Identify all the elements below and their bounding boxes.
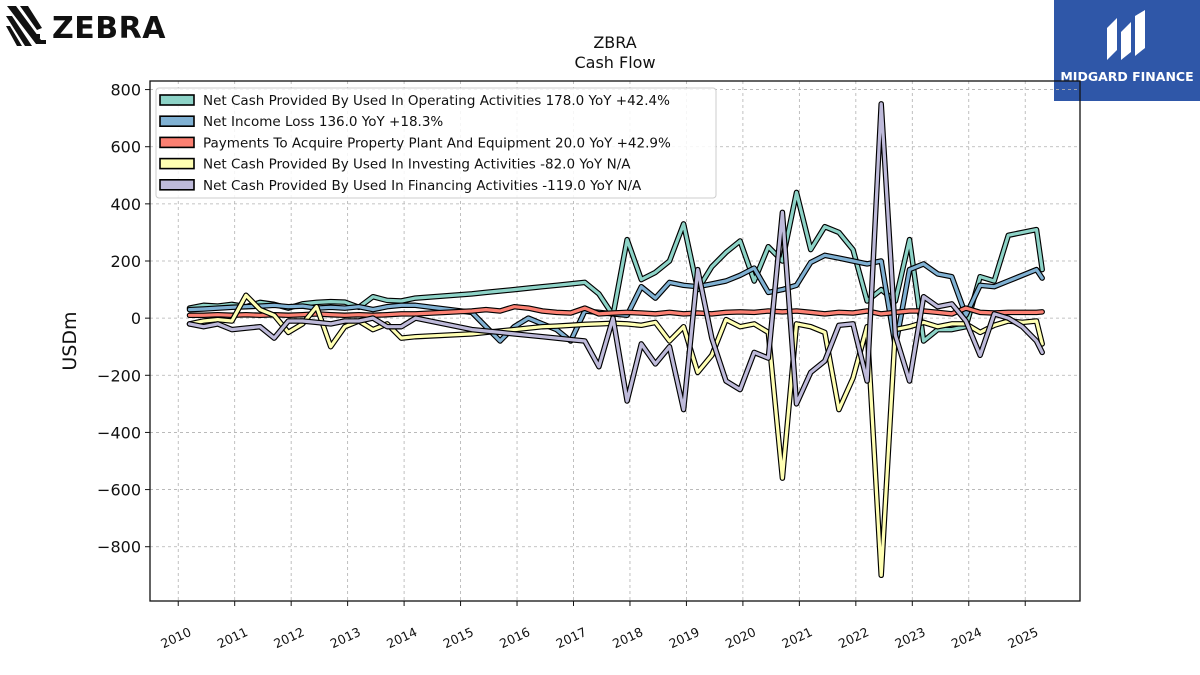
x-tick-label: 2019	[667, 624, 702, 651]
series-4	[186, 292, 1045, 579]
plot-frame	[149, 80, 1081, 602]
x-tick-label: 2023	[892, 624, 927, 651]
company-logo: ZEBRA	[4, 4, 165, 52]
y-tick-label: −600	[97, 481, 141, 500]
y-tick-label: 800	[110, 81, 141, 100]
x-tick-label: 2012	[271, 624, 306, 651]
legend: Net Cash Provided By Used In Operating A…	[155, 87, 717, 199]
y-tick-label: 200	[110, 252, 141, 271]
legend-label: Net Income Loss 136.0 YoY +18.3%	[203, 114, 443, 130]
x-axis: 2010 2011 2012 2013 2014 2015 2016 2017 2018 2019…	[158, 601, 1040, 651]
chart-title: ZBRA	[593, 33, 636, 52]
x-tick-label: 2013	[328, 624, 363, 651]
x-tick-label: 2014	[384, 624, 419, 651]
series-line	[187, 253, 1044, 349]
legend-swatch	[159, 94, 195, 106]
x-tick-label: 2022	[836, 624, 871, 651]
company-logo-text: ZEBRA	[52, 11, 166, 46]
legend-entry: Net Cash Provided By Used In Financing A…	[159, 178, 642, 194]
y-tick-label: 600	[110, 138, 141, 157]
midgard-m-icon	[1107, 10, 1145, 60]
y-tick-label: −400	[97, 423, 141, 442]
y-axis-label: USDm	[59, 311, 81, 370]
x-tick-label: 2017	[554, 624, 589, 651]
legend-entry: Payments To Acquire Property Plant And E…	[159, 135, 671, 151]
legend-swatch	[159, 179, 195, 191]
y-axis: 800 600 400 200 0 −200 −400 −600 −800	[97, 81, 150, 557]
legend-box	[155, 87, 717, 199]
zebra-stripes-icon	[6, 6, 46, 46]
legend-entry: Net Cash Provided By Used In Investing A…	[159, 157, 631, 173]
x-tick-label: 2011	[215, 624, 250, 651]
publisher-logo-text: MIDGARD FINANCE	[1060, 69, 1194, 84]
x-tick-label: 2021	[779, 624, 814, 651]
legend-entry: Net Cash Provided By Used In Operating A…	[159, 93, 670, 109]
series-line	[187, 305, 1044, 317]
y-tick-label: 0	[131, 309, 141, 328]
legend-label: Payments To Acquire Property Plant And E…	[203, 135, 671, 151]
legend-swatch	[159, 115, 195, 127]
series-2	[186, 252, 1045, 350]
legend-label: Net Cash Provided By Used In Financing A…	[203, 178, 642, 194]
x-tick-label: 2015	[441, 624, 476, 651]
y-tick-label: −200	[97, 366, 141, 385]
legend-swatch	[159, 157, 195, 170]
series-line	[187, 190, 1044, 343]
x-tick-label: 2020	[723, 624, 758, 651]
x-tick-label: 2025	[1005, 624, 1040, 651]
y-tick-label: −800	[97, 538, 141, 557]
x-tick-label: 2016	[497, 624, 532, 651]
series-3	[186, 303, 1045, 319]
series-1	[186, 189, 1045, 344]
legend-label: Net Cash Provided By Used In Operating A…	[203, 93, 670, 109]
series-line	[187, 102, 1044, 412]
x-tick-label: 2024	[949, 624, 984, 651]
legend-swatch	[159, 136, 195, 149]
chart-subtitle: Cash Flow	[574, 53, 655, 72]
series-line	[187, 293, 1044, 577]
publisher-logo: MIDGARD FINANCE	[1054, 0, 1200, 101]
legend-entry: Net Income Loss 136.0 YoY +18.3%	[159, 114, 443, 130]
series-lines	[186, 101, 1045, 579]
y-tick-label: 400	[110, 195, 141, 214]
legend-label: Net Cash Provided By Used In Investing A…	[203, 157, 631, 173]
x-tick-label: 2010	[158, 624, 193, 651]
series-5	[186, 101, 1045, 413]
x-tick-label: 2018	[610, 624, 645, 651]
